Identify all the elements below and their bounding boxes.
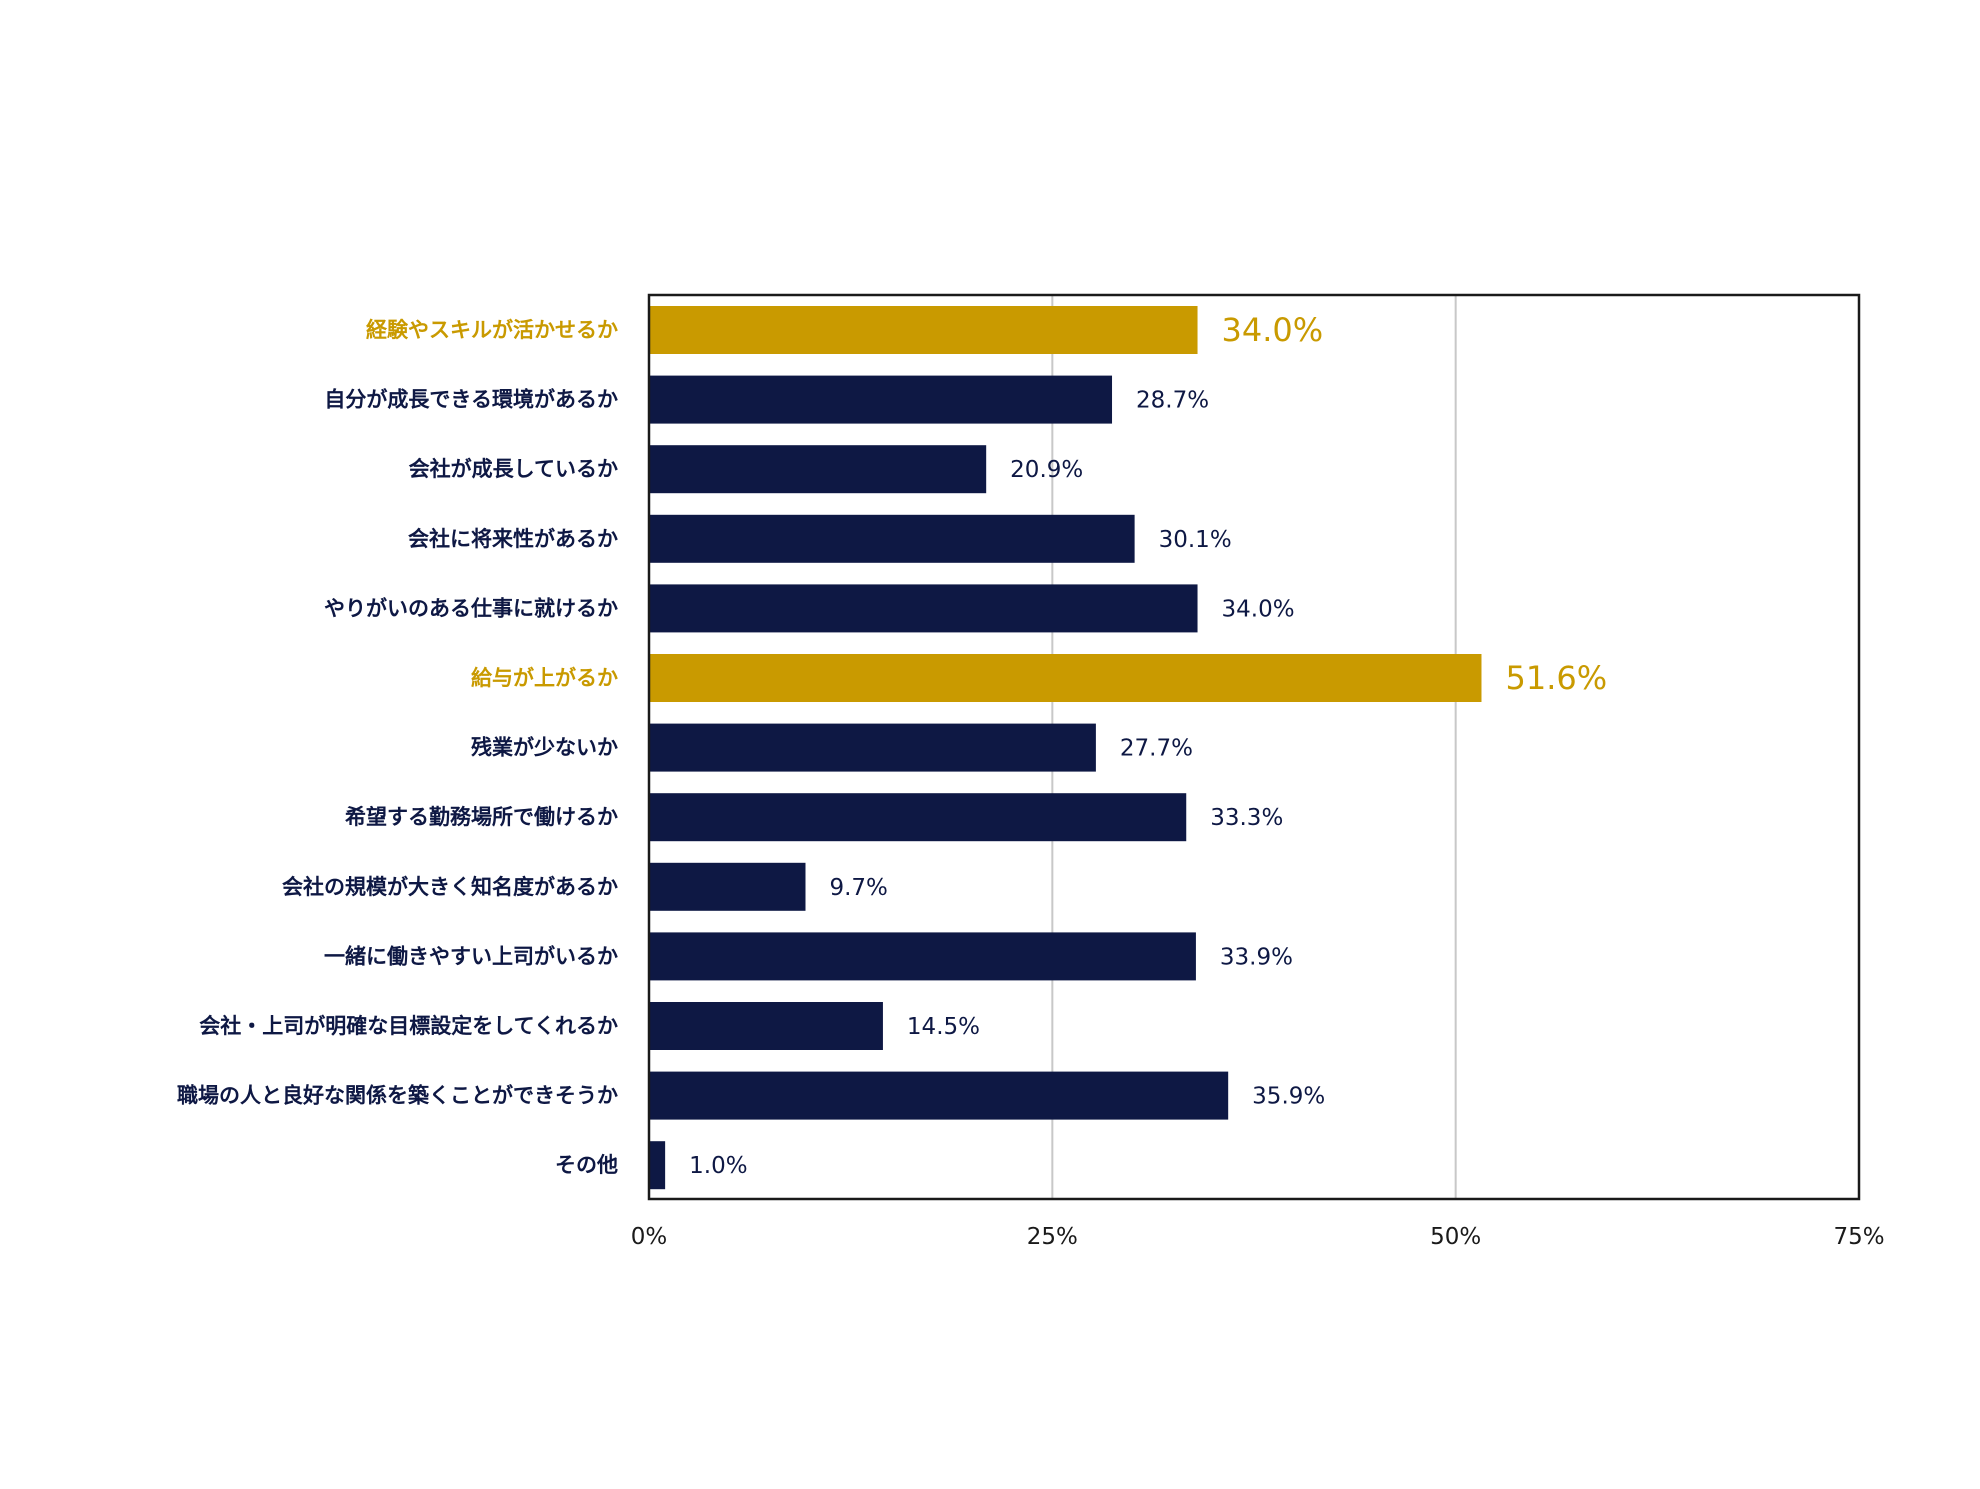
bar xyxy=(649,445,987,494)
category-label: 希望する勤務場所で働けるか xyxy=(345,805,618,829)
bar xyxy=(649,793,1187,842)
bar xyxy=(649,1002,883,1050)
x-tick-label: 50% xyxy=(1430,1224,1481,1250)
value-label: 30.1% xyxy=(1159,527,1232,553)
x-tick-label: 25% xyxy=(1027,1224,1078,1250)
value-label: 14.5% xyxy=(907,1014,980,1040)
bar xyxy=(649,375,1113,424)
category-label: 経験やスキルが活かせるか xyxy=(366,318,618,342)
category-label: 会社に将来性があるか xyxy=(408,527,618,551)
bar xyxy=(649,723,1096,772)
value-label: 9.7% xyxy=(829,875,887,901)
category-label: 一緒に働きやすい上司がいるか xyxy=(324,944,618,968)
bar xyxy=(649,862,806,911)
x-tick-label: 0% xyxy=(631,1224,668,1250)
value-label: 33.3% xyxy=(1210,805,1283,831)
category-label: 会社の規模が大きく知名度があるか xyxy=(282,875,618,899)
grid-layer xyxy=(1051,295,1457,1199)
value-label: 35.9% xyxy=(1252,1084,1325,1110)
category-label: 職場の人と良好な関係を築くことができそうか xyxy=(177,1084,618,1108)
plot-frame xyxy=(647,293,1861,1201)
category-label: 給与が上がるか xyxy=(471,666,618,690)
value-label-highlighted: 34.0% xyxy=(1222,311,1324,349)
label-layer: 0% 25% 50% 75% 経験やスキルが活かせるか 34.0% 自分が成長できる環境があ… xyxy=(177,311,1885,1250)
category-label: 残業が少ないか xyxy=(471,736,618,760)
bar-highlighted xyxy=(649,654,1482,702)
value-label: 34.0% xyxy=(1222,596,1295,622)
bar xyxy=(649,584,1198,633)
bar xyxy=(649,1071,1229,1120)
bar-layer xyxy=(649,306,1482,1190)
value-label: 20.9% xyxy=(1010,457,1083,483)
category-label: 自分が成長できる環境があるか xyxy=(324,388,618,412)
bar xyxy=(649,514,1135,563)
category-label: やりがいのある仕事に就けるか xyxy=(324,596,618,620)
value-label: 28.7% xyxy=(1136,388,1209,414)
value-label: 33.9% xyxy=(1220,944,1293,970)
value-label: 27.7% xyxy=(1120,736,1193,762)
x-tick-label: 75% xyxy=(1833,1224,1884,1250)
bar xyxy=(649,932,1196,981)
category-label: その他 xyxy=(555,1153,618,1177)
bar xyxy=(649,1141,666,1190)
value-label-highlighted: 51.6% xyxy=(1505,659,1607,697)
category-label: 会社が成長しているか xyxy=(409,457,618,481)
category-label: 会社・上司が明確な目標設定をしてくれるか xyxy=(199,1014,618,1038)
bar-highlighted xyxy=(649,306,1198,354)
value-label: 1.0% xyxy=(689,1153,747,1179)
